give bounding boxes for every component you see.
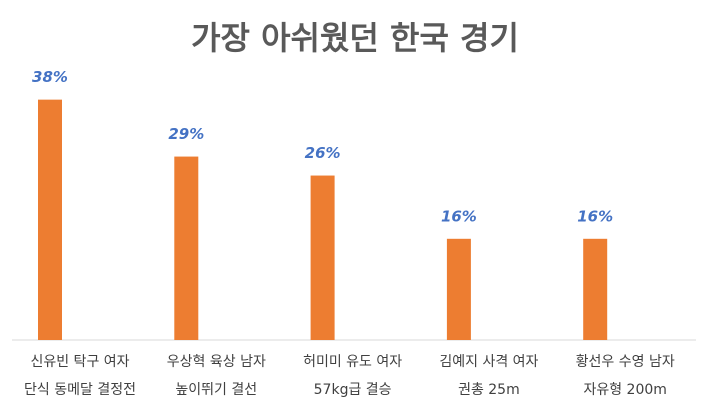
x-tick-label: 자유형 200m [583,382,666,398]
bar [446,238,471,340]
value-label: 26% [305,144,341,162]
bar [38,99,62,341]
bar [583,238,608,340]
bar [174,156,199,340]
value-label: 38% [32,68,68,86]
x-tick-label: 단식 동메달 결정전 [24,382,136,398]
bar [310,175,335,340]
value-label: 29% [168,125,204,143]
value-label: 16% [577,207,613,225]
x-tick-label: 우상혁 육상 남자 [167,354,266,370]
x-tick-label: 57kg급 결승 [314,382,392,398]
x-tick-label: 김예지 사격 여자 [439,354,538,370]
x-tick-label: 황선우 수영 남자 [576,354,675,370]
x-tick-label: 허미미 유도 여자 [303,354,402,370]
x-tick-label: 신유빈 탁구 여자 [30,354,129,370]
x-tick-label: 높이뛰기 결선 [175,382,257,398]
value-label: 16% [441,207,477,225]
x-tick-label: 권총 25m [458,382,520,398]
chart-title: 가장 아쉬웠던 한국 경기 [191,19,519,57]
